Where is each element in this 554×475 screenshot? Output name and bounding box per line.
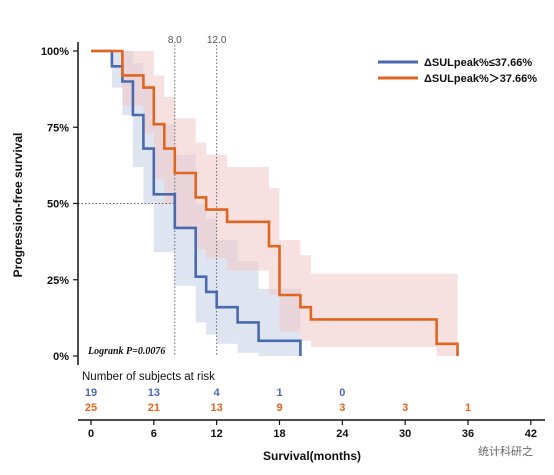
- y-tick-label: 100%: [41, 46, 69, 58]
- y-tick-label: 50%: [47, 199, 69, 211]
- risk-count-row-2: 1: [465, 402, 471, 414]
- y-tick-label: 25%: [47, 275, 69, 287]
- risk-count-row-1: 4: [214, 387, 221, 399]
- x-tick-label: 12: [211, 428, 223, 440]
- x-tick-label: 18: [273, 428, 285, 440]
- legend-label-series-2: ΔSULpeak%＞37.66%: [424, 73, 537, 85]
- reference-label-2: 12.0: [207, 35, 227, 46]
- y-tick-label: 75%: [47, 122, 69, 134]
- x-tick-label: 24: [336, 428, 349, 440]
- risk-table-title: Number of subjects at risk: [82, 371, 215, 383]
- legend-label-series-1: ΔSULpeak%≤37.66%: [424, 57, 532, 69]
- logrank-annotation: Logrank P=0.0076: [87, 346, 165, 357]
- y-axis-title: Progression-free survival: [11, 133, 25, 278]
- x-tick-label: 36: [462, 428, 474, 440]
- risk-table: 19 13 4 1 0 25 21 13 9 3 3 1: [85, 387, 471, 414]
- x-tick-label: 0: [88, 428, 94, 440]
- risk-count-row-1: 1: [276, 387, 282, 399]
- risk-count-row-2: 3: [339, 402, 345, 414]
- x-tick-label: 6: [151, 428, 157, 440]
- reference-label-1: 8.0: [168, 35, 182, 46]
- risk-count-row-2: 3: [402, 402, 408, 414]
- risk-count-row-2: 25: [85, 402, 97, 414]
- risk-count-row-1: 13: [148, 387, 160, 399]
- watermark-text: 统计科研之: [478, 444, 533, 458]
- survival-curve-series-2: [91, 49, 459, 356]
- legend: ΔSULpeak%≤37.66% ΔSULpeak%＞37.66%: [378, 57, 537, 85]
- confidence-band-series-2: [91, 51, 458, 356]
- risk-count-row-1: 0: [339, 387, 345, 399]
- reference-line-labels: 8.0 12.0: [168, 35, 227, 46]
- risk-count-row-1: 19: [85, 387, 97, 399]
- x-tick-label: 30: [399, 428, 411, 440]
- risk-count-row-2: 9: [276, 402, 282, 414]
- y-tick-label: 0%: [53, 351, 69, 363]
- x-axis-title: Survival(months): [263, 449, 361, 463]
- x-tick-label: 42: [525, 428, 537, 440]
- y-axis-ticks: 0% 25% 50% 75% 100%: [41, 46, 78, 363]
- risk-count-row-2: 13: [211, 402, 223, 414]
- survival-curves: [91, 49, 459, 356]
- x-axis-ticks: 0 6 12 18 24 30 36 42: [88, 420, 537, 440]
- risk-count-row-2: 21: [148, 402, 160, 414]
- survival-curve-series-1: [91, 49, 302, 356]
